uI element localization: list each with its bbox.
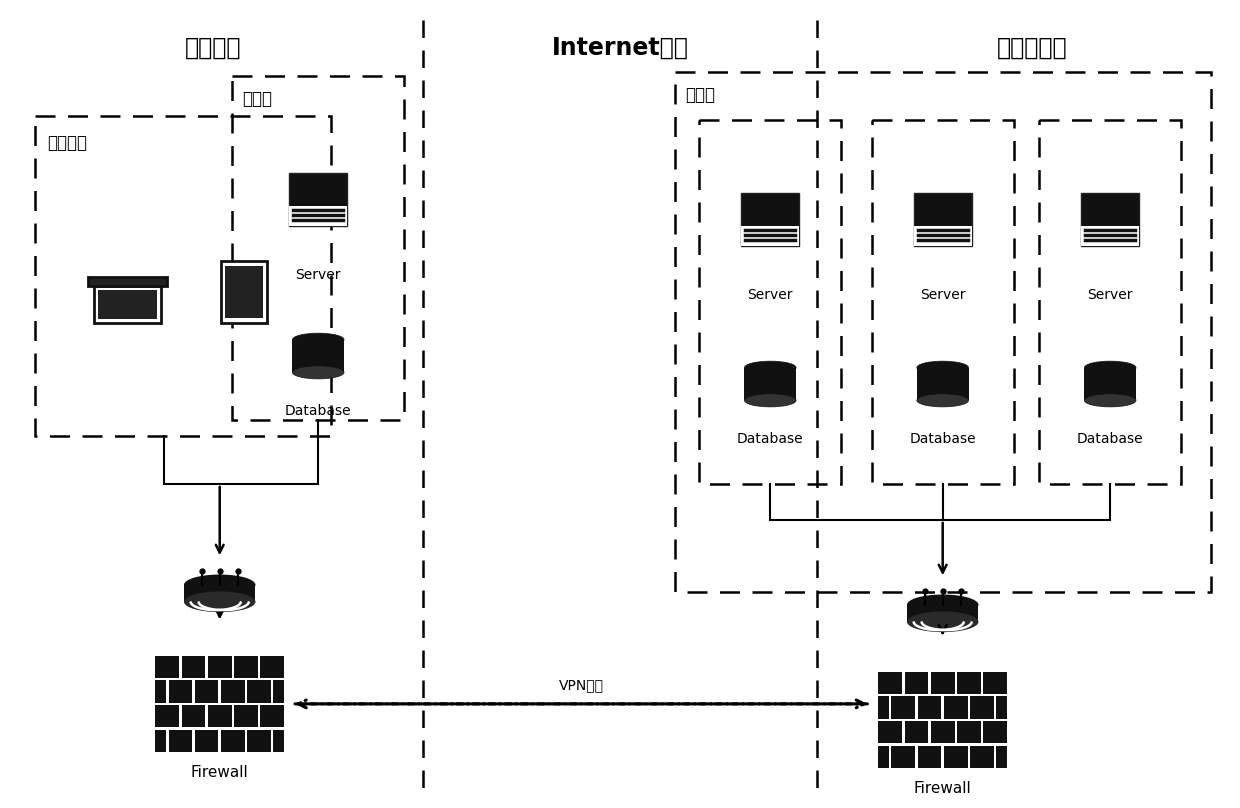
Bar (260, 705, 284, 727)
Bar (222, 261, 267, 322)
Text: Server: Server (1087, 288, 1133, 302)
Ellipse shape (1084, 393, 1136, 407)
Text: Database: Database (1076, 432, 1143, 446)
Bar (155, 730, 166, 752)
Bar (878, 746, 889, 768)
Bar (918, 696, 941, 718)
Bar (983, 671, 1007, 694)
Ellipse shape (906, 595, 978, 615)
Ellipse shape (916, 361, 968, 374)
Bar (914, 193, 971, 246)
Text: Server: Server (920, 288, 966, 302)
Text: 公有云网络: 公有云网络 (997, 36, 1068, 60)
Bar (155, 680, 166, 703)
Bar (181, 655, 206, 678)
Bar (88, 277, 167, 285)
Bar (905, 721, 929, 743)
Bar (1084, 368, 1136, 400)
Bar (742, 226, 799, 246)
Ellipse shape (184, 574, 255, 595)
Text: Firewall: Firewall (914, 781, 972, 796)
Text: 企业网络: 企业网络 (185, 36, 242, 60)
Ellipse shape (906, 612, 978, 632)
Bar (221, 730, 244, 752)
Bar (970, 746, 994, 768)
Text: Firewall: Firewall (191, 765, 248, 781)
Bar (878, 696, 889, 718)
Bar (997, 746, 1007, 768)
Bar (997, 696, 1007, 718)
Bar (169, 730, 192, 752)
Ellipse shape (744, 361, 796, 374)
Bar (234, 655, 258, 678)
Bar (247, 680, 270, 703)
Bar (983, 721, 1007, 743)
Text: VPN隊道: VPN隊道 (559, 678, 604, 692)
Bar (970, 696, 994, 718)
Bar (957, 671, 981, 694)
Bar (195, 680, 218, 703)
Bar (226, 267, 263, 318)
Text: 公有云: 公有云 (686, 86, 715, 104)
Ellipse shape (293, 333, 343, 346)
Bar (289, 173, 347, 226)
Bar (234, 705, 258, 727)
Bar (93, 285, 161, 323)
Bar (208, 705, 232, 727)
Ellipse shape (916, 393, 968, 407)
Bar (878, 671, 903, 694)
Bar (208, 655, 232, 678)
Ellipse shape (184, 591, 255, 612)
Bar (892, 746, 915, 768)
Bar (906, 605, 978, 622)
Text: Database: Database (909, 432, 976, 446)
Bar (195, 730, 218, 752)
Bar (931, 671, 955, 694)
Bar (914, 226, 971, 246)
Bar (918, 746, 941, 768)
Bar (744, 368, 796, 400)
Bar (260, 655, 284, 678)
Bar (878, 721, 903, 743)
Bar (247, 730, 270, 752)
Bar (221, 680, 244, 703)
Text: 企业用户: 企业用户 (47, 134, 87, 152)
Bar (742, 193, 799, 246)
Bar (98, 289, 157, 319)
Bar (944, 696, 967, 718)
Ellipse shape (744, 393, 796, 407)
Bar (1081, 226, 1140, 246)
Text: 企业云: 企业云 (242, 90, 272, 108)
Bar (155, 705, 179, 727)
Bar (905, 671, 929, 694)
Bar (155, 655, 179, 678)
Text: Database: Database (285, 404, 352, 418)
Text: Internet网络: Internet网络 (552, 36, 688, 60)
Ellipse shape (1084, 361, 1136, 374)
Bar (944, 746, 967, 768)
Text: Server: Server (295, 268, 341, 282)
Bar (931, 721, 955, 743)
Bar (184, 585, 255, 602)
Bar (916, 368, 968, 400)
Bar (293, 339, 343, 372)
Bar (957, 721, 981, 743)
Text: Server: Server (748, 288, 794, 302)
Bar (892, 696, 915, 718)
Bar (273, 680, 284, 703)
Text: Database: Database (737, 432, 804, 446)
Bar (169, 680, 192, 703)
Bar (181, 705, 206, 727)
Bar (273, 730, 284, 752)
Bar (1081, 193, 1140, 246)
Bar (289, 207, 347, 226)
Ellipse shape (293, 366, 343, 379)
